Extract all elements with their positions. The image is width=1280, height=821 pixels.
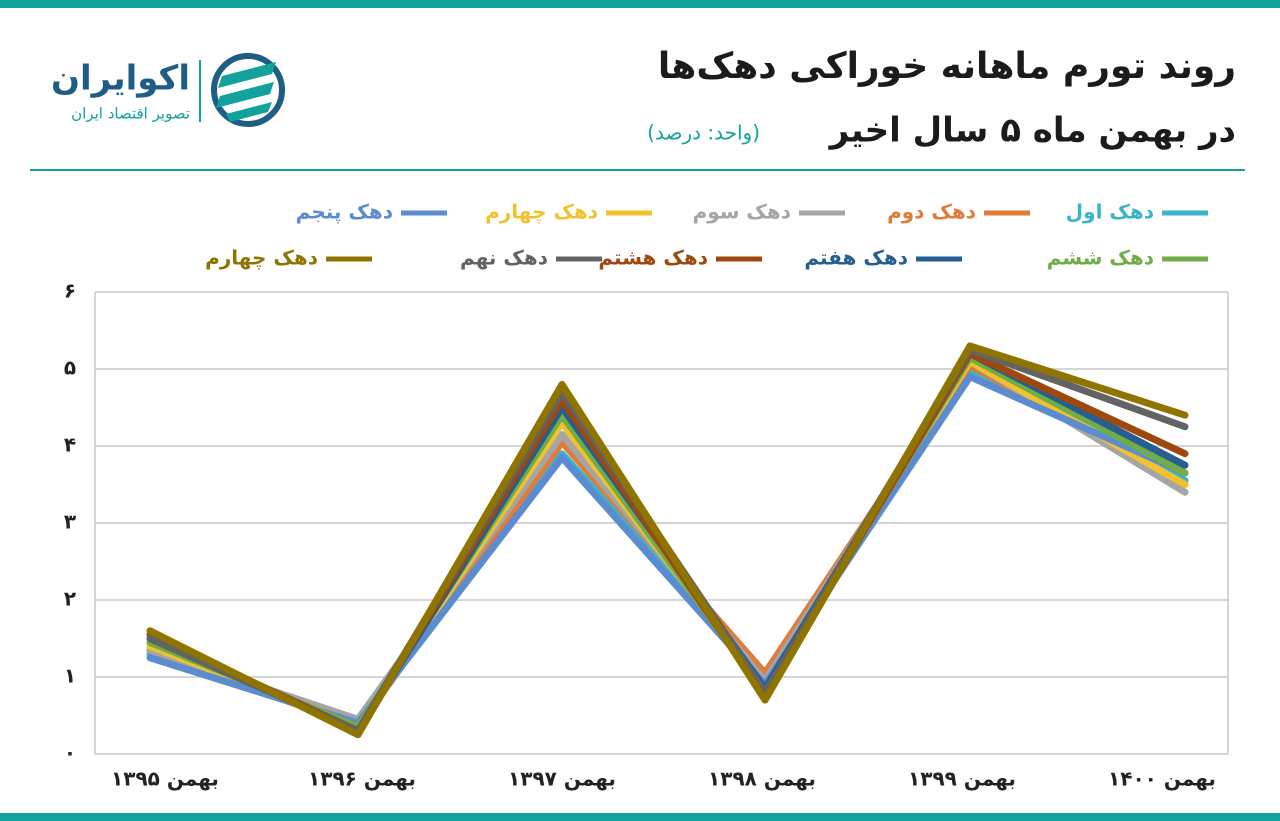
y-tick-label: ۰	[64, 741, 76, 765]
y-tick-label: ۲	[64, 587, 76, 611]
legend-label: دهک چهارم	[205, 246, 318, 271]
legend-label: دهک هشتم	[598, 246, 708, 270]
unit-note: (واحد: درصد)	[647, 121, 760, 145]
x-tick-label: بهمن ۱۳۹۹	[908, 767, 1016, 791]
legend-label: دهک ششم	[1047, 246, 1154, 270]
legend-label: دهک نهم	[460, 246, 548, 270]
x-tick-label: بهمن ۱۳۹۵	[111, 767, 219, 791]
bottom-bar	[0, 813, 1280, 821]
legend-label: دهک دوم	[887, 200, 976, 224]
chart-subtitle: در بهمن ماه ۵ سال اخیر	[828, 111, 1236, 151]
x-tick-label: بهمن ۱۴۰۰	[1108, 767, 1216, 791]
series-line	[146, 342, 1189, 739]
legend-label: دهک هفتم	[804, 246, 908, 270]
logo-mark	[216, 62, 276, 122]
x-tick-label: بهمن ۱۳۹۷	[508, 767, 616, 791]
x-tick-label: بهمن ۱۳۹۶	[308, 767, 416, 791]
y-tick-label: ۱	[64, 664, 76, 688]
logo-name: اکوایران	[51, 59, 190, 99]
top-bar	[0, 0, 1280, 8]
y-tick-label: ۳	[64, 510, 76, 534]
logo-tagline: تصویر اقتصاد ایران	[71, 105, 190, 123]
legend-label: دهک اول	[1066, 200, 1154, 224]
x-tick-label: بهمن ۱۳۹۸	[708, 767, 816, 791]
legend-label: دهک پنجم	[296, 200, 393, 225]
y-tick-label: ۶	[64, 279, 76, 303]
y-tick-label: ۵	[64, 356, 76, 380]
logo: اکوایران تصویر اقتصاد ایران	[51, 53, 285, 127]
series-line	[146, 357, 1189, 723]
legend-label: دهک چهارم	[485, 200, 598, 225]
logo-ring	[211, 53, 285, 127]
y-tick-label: ۴	[64, 433, 76, 457]
legend-label: دهک سوم	[693, 200, 791, 224]
chart-title: روند تورم ماهانه خوراکی دهک‌ها	[658, 46, 1236, 87]
